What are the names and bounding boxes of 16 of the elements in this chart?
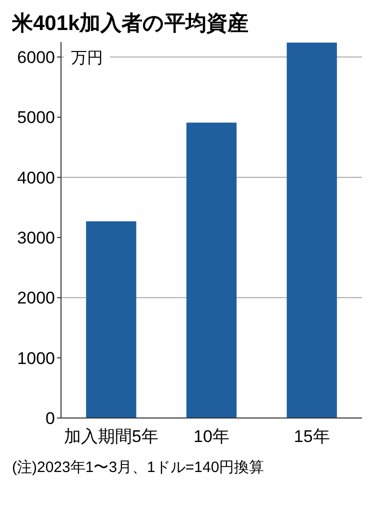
bar [186, 122, 237, 418]
x-tick-label: 10年 [194, 427, 230, 446]
x-tick-label: 15年 [294, 427, 330, 446]
chart-title: 米401k加入者の平均資産 [11, 11, 249, 35]
y-tick-label: 4000 [17, 168, 55, 188]
bar [86, 221, 136, 418]
y-tick-label: 6000 [17, 48, 55, 67]
y-tick-label: 0 [46, 408, 55, 428]
bar [286, 42, 337, 418]
text: (注)2023年1〜3月、1ドル=140円換算 [12, 459, 264, 476]
x-tick-label: 加入期間5年 [64, 427, 158, 446]
y-tick-label: 3000 [17, 228, 55, 248]
y-axis-title: 万円 [71, 50, 103, 68]
y-tick-label: 1000 [17, 348, 55, 368]
y-tick-label: 5000 [17, 108, 55, 128]
y-tick-label: 2000 [17, 288, 55, 308]
